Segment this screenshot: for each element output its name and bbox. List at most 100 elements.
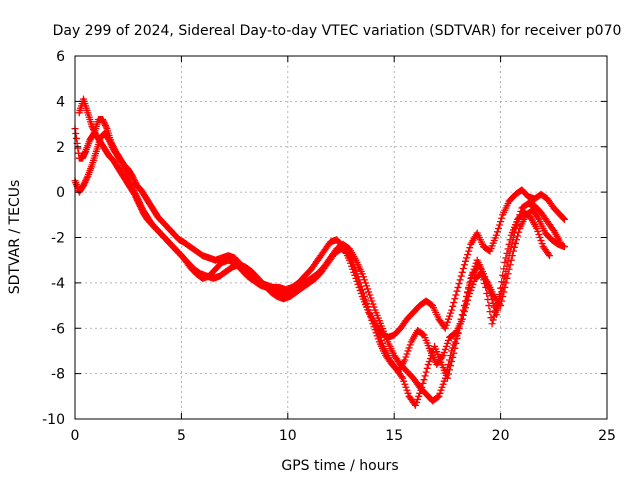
data-point: [452, 339, 460, 347]
data-point: [134, 198, 142, 206]
data-point: [480, 276, 488, 284]
data-point: [486, 308, 494, 316]
y-tick-label: -6: [51, 321, 65, 337]
data-point: [102, 122, 110, 130]
data-point: [443, 318, 451, 326]
data-point: [456, 320, 464, 328]
data-point: [374, 327, 382, 335]
y-tick-label: 2: [56, 140, 65, 156]
data-point: [443, 339, 451, 347]
data-point: [107, 140, 115, 148]
data-point: [90, 127, 98, 135]
data-point: [358, 270, 366, 278]
data-point: [500, 265, 508, 273]
data-point: [89, 124, 97, 132]
data-point: [457, 272, 465, 280]
data-point: [481, 280, 489, 288]
data-point: [367, 313, 375, 321]
data-point: [102, 123, 110, 131]
data-point: [465, 247, 473, 255]
data-point: [451, 344, 459, 352]
data-point: [369, 320, 377, 328]
data-point: [99, 116, 107, 124]
data-point: [133, 196, 141, 204]
grid: [75, 56, 607, 419]
data-point: [479, 272, 487, 280]
data-point: [453, 287, 461, 295]
data-point: [136, 201, 144, 209]
data-point: [444, 336, 452, 344]
data-point: [440, 348, 448, 356]
chart-title: Day 299 of 2024, Sidereal Day-to-day VTE…: [53, 23, 622, 39]
data-point: [446, 312, 454, 320]
data-point: [448, 306, 456, 314]
data-point: [401, 356, 409, 364]
data-point: [498, 214, 506, 222]
data-point: [416, 389, 424, 397]
data-point: [463, 254, 471, 262]
data-point: [81, 178, 89, 186]
data-point: [427, 351, 435, 359]
data-point: [437, 386, 445, 394]
data-point: [365, 306, 373, 314]
data-point: [435, 392, 443, 400]
x-tick-label: 20: [492, 428, 510, 444]
data-point: [442, 321, 450, 329]
y-tick-label: 6: [56, 49, 65, 65]
data-point: [439, 351, 447, 359]
data-point: [419, 379, 427, 387]
data-point: [490, 312, 498, 320]
data-point: [449, 302, 457, 310]
y-tick-label: -2: [51, 231, 65, 247]
data-point: [414, 395, 422, 403]
x-tick-label: 25: [598, 428, 616, 444]
data-point: [465, 285, 473, 293]
data-point: [505, 240, 513, 248]
data-point: [443, 374, 451, 382]
data-point: [546, 252, 554, 260]
data-point: [464, 289, 472, 297]
data-point: [467, 277, 475, 285]
data-point: [536, 234, 544, 241]
data-point: [368, 316, 376, 324]
data-point: [133, 195, 141, 203]
data-point: [459, 306, 467, 314]
data-point: [370, 303, 378, 311]
data-point: [101, 120, 109, 128]
data-point: [359, 289, 367, 297]
data-point: [492, 231, 500, 239]
data-point: [453, 334, 461, 342]
data-point: [420, 376, 428, 384]
data-point: [442, 342, 450, 350]
data-point: [441, 345, 449, 353]
data-point: [121, 165, 129, 173]
data-point: [74, 144, 82, 152]
data-point: [401, 380, 409, 388]
data-point: [506, 261, 514, 269]
data-point: [100, 119, 108, 127]
data-point: [544, 250, 552, 258]
data-point: [434, 393, 442, 401]
data-point: [514, 232, 522, 240]
data-point: [82, 177, 90, 185]
data-point: [418, 383, 426, 391]
data-point: [502, 254, 510, 262]
y-tick-label: 0: [56, 185, 65, 201]
data-point: [454, 330, 462, 338]
data-point: [444, 315, 452, 323]
data-point: [485, 285, 493, 293]
data-point: [441, 324, 449, 332]
data-point: [475, 261, 483, 269]
data-point: [534, 227, 542, 235]
data-point: [448, 358, 456, 366]
data-point: [88, 122, 96, 130]
data-point: [421, 372, 429, 380]
data-point: [404, 347, 412, 355]
data-point: [360, 276, 368, 284]
data-point: [365, 288, 373, 296]
data-point: [457, 315, 465, 323]
data-point: [497, 218, 505, 226]
data-point: [450, 299, 458, 307]
data-point: [560, 215, 568, 223]
data-point: [499, 271, 507, 279]
